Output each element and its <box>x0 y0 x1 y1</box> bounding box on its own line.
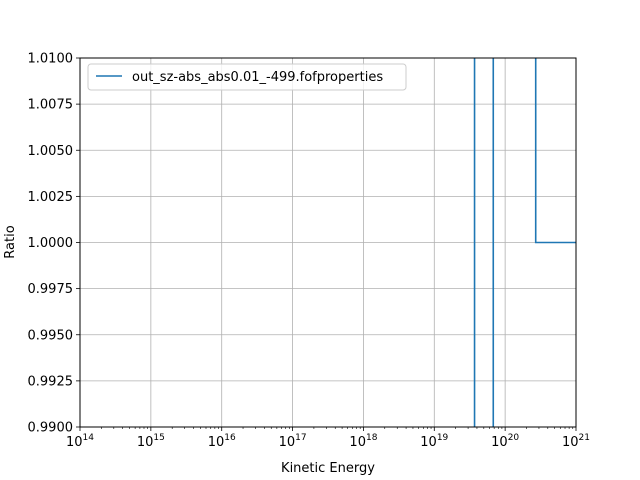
x-tick-label: 1016 <box>208 433 236 450</box>
y-tick-label: 0.9900 <box>28 421 74 436</box>
y-tick-label: 0.9950 <box>28 328 74 343</box>
x-tick-label: 1017 <box>279 433 307 450</box>
y-tick-label: 1.0025 <box>28 190 74 205</box>
x-tick-label: 1020 <box>491 433 519 450</box>
y-tick-label: 1.0000 <box>28 236 74 251</box>
series-step-segment <box>534 58 576 244</box>
x-tick-label: 1019 <box>420 433 448 450</box>
series-layer <box>473 58 576 427</box>
y-tick-label: 0.9925 <box>28 374 74 389</box>
y-tick-label: 0.9975 <box>28 282 74 297</box>
x-axis-label: Kinetic Energy <box>281 461 375 476</box>
x-tick-label: 1018 <box>349 433 377 450</box>
y-tick-label: 1.0050 <box>28 144 74 159</box>
legend: out_sz-abs_abs0.01_-499.fofproperties <box>87 63 407 91</box>
y-axis: 0.9900 0.9925 0.9950 0.9975 1.0000 1.0025 1.00… <box>28 52 80 436</box>
x-tick-label: 1015 <box>137 433 165 450</box>
legend-entry-label: out_sz-abs_abs0.01_-499.fofproperties <box>132 70 383 85</box>
x-tick-label: 1014 <box>66 433 94 450</box>
y-tick-label: 1.0075 <box>28 98 74 113</box>
y-tick-label: 1.0100 <box>28 52 74 67</box>
x-axis: 1014 1015 1016 1017 1018 1019 1020 1021 <box>66 427 590 450</box>
legend-box <box>87 63 407 91</box>
y-axis-label: Ratio <box>3 225 18 258</box>
x-tick-label: 1021 <box>562 433 590 450</box>
